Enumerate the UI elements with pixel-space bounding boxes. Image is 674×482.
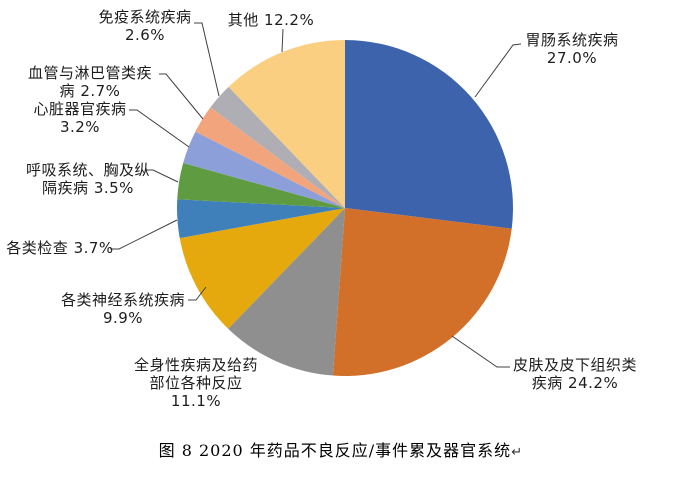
pie-slice-cardiac [183, 131, 345, 208]
slice-label-line: 胃肠系统疾病 [525, 31, 619, 49]
slice-label-line: 心脏器官疾病 [33, 100, 127, 118]
slice-label-line: 隔疾病 3.5% [42, 179, 134, 197]
slice-label-nervous-system: 各类神经系统疾病 9.9% [61, 291, 185, 327]
slice-label-line: 27.0% [546, 49, 598, 67]
slice-label-line: 疾病 24.2% [531, 374, 619, 392]
slice-label-investigations: 各类检查 3.7% [6, 239, 113, 257]
slice-label-respiratory-thoracic: 呼吸系统、胸及纵 隔疾病 3.5% [26, 161, 150, 197]
pie-slice-systemic-administration-site [228, 208, 345, 376]
slice-label-cardiac: 心脏器官疾病 3.2% [33, 100, 126, 136]
slice-label-line: 部位各种反应 [149, 374, 243, 392]
leader-lines-group [110, 22, 522, 368]
slice-label-immune-system: 免疫系统疾病 2.6% [98, 8, 191, 44]
slice-label-gastrointestinal: 胃肠系统疾病 27.0% [525, 31, 618, 67]
leader-line-gastrointestinal [474, 43, 522, 98]
slice-label-vascular-lymphatic: 血管与淋巴管类疾 病 2.7% [28, 64, 152, 100]
slice-label-other: 其他 12.2% [228, 11, 314, 29]
leader-line-investigations [110, 219, 178, 250]
pie-slice-immune-system [210, 86, 345, 208]
pie-slice-respiratory-thoracic [177, 162, 345, 208]
slice-label-line: 3.2% [59, 118, 101, 136]
slice-label-line: 11.1% [170, 392, 222, 410]
pie-slice-skin-subcutaneous [332, 208, 512, 376]
pie-slice-investigations [177, 199, 345, 239]
slice-label-line: 2.6% [124, 26, 166, 44]
pie-slice-vascular-lymphatic [195, 107, 345, 208]
leader-line-vascular-lymphatic [159, 73, 204, 120]
slice-label-line: 全身性疾病及给药 [133, 356, 259, 374]
leader-line-nervous-system [188, 286, 207, 301]
leader-line-respiratory-thoracic [146, 169, 179, 183]
pie-slice-gastrointestinal [345, 40, 513, 229]
slice-label-line: 病 2.7% [59, 82, 121, 100]
leader-line-cardiac [129, 109, 190, 148]
leader-line-skin-subcutaneous [451, 335, 510, 368]
slice-label-line: 血管与淋巴管类疾 [27, 64, 153, 82]
slice-label-skin-subcutaneous: 皮肤及皮下组织类 疾病 24.2% [513, 356, 637, 392]
slice-label-systemic-administration-site: 全身性疾病及给药 部位各种反应 11.1% [134, 356, 258, 410]
leader-line-immune-system [194, 22, 220, 97]
slice-label-line: 免疫系统疾病 [98, 8, 192, 26]
figure-caption: 图 8 2020 年药品不良反应/事件累及器官系统↵ [159, 437, 522, 461]
slice-label-line: 其他 12.2% [227, 11, 315, 29]
slice-label-line: 皮肤及皮下组织类 [512, 356, 638, 374]
slice-label-line: 各类神经系统疾病 [60, 291, 186, 309]
slice-label-line: 9.9% [102, 309, 144, 327]
pie-slices-group [177, 40, 513, 376]
pie-slice-other [228, 40, 345, 208]
slice-label-line: 呼吸系统、胸及纵 [25, 161, 151, 179]
paragraph-return-mark: ↵ [511, 445, 523, 460]
figure-caption-text: 图 8 2020 年药品不良反应/事件累及器官系统 [158, 441, 512, 460]
slice-label-line: 各类检查 3.7% [6, 239, 114, 257]
leader-line-other [281, 28, 284, 53]
pie-slice-nervous-system [179, 208, 345, 329]
